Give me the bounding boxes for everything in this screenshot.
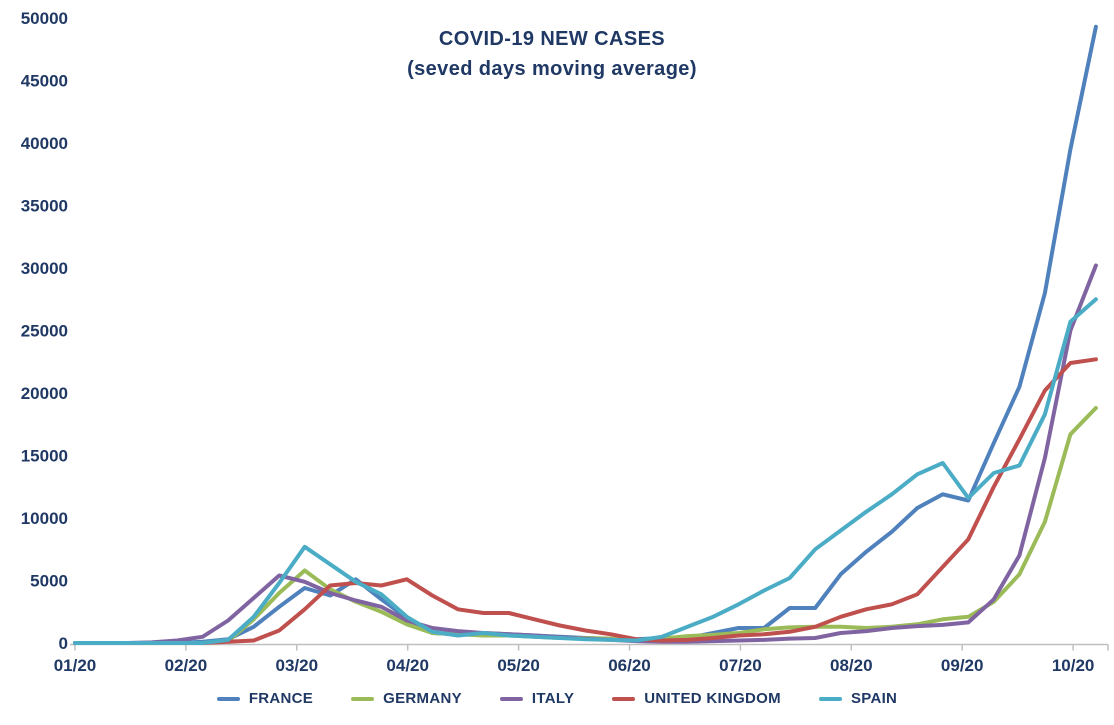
x-tick-label: 10/20 bbox=[1052, 656, 1095, 675]
y-tick-label: 30000 bbox=[21, 259, 68, 278]
legend-item-italy: ITALY bbox=[499, 690, 575, 707]
legend-item-spain: SPAIN bbox=[818, 690, 898, 707]
italy-line-swatch bbox=[499, 696, 523, 701]
y-tick-label: 40000 bbox=[21, 134, 68, 153]
series-line-germany bbox=[73, 406, 1098, 645]
x-tick-label: 01/20 bbox=[54, 656, 97, 675]
x-tick-label: 03/20 bbox=[276, 656, 319, 675]
legend-label-france: FRANCE bbox=[248, 690, 314, 707]
y-tick-label: 45000 bbox=[21, 72, 68, 91]
series-line-spain bbox=[73, 297, 1098, 645]
series-line-united-kingdom bbox=[73, 357, 1098, 645]
y-tick-label: 25000 bbox=[21, 322, 68, 341]
x-tick-label: 04/20 bbox=[386, 656, 429, 675]
x-tick-label: 08/20 bbox=[830, 656, 873, 675]
y-tick-label: 35000 bbox=[21, 197, 68, 216]
x-tick-label: 02/20 bbox=[165, 656, 208, 675]
y-tick-label: 50000 bbox=[21, 9, 68, 28]
x-tick-label: 05/20 bbox=[497, 656, 540, 675]
legend-label-italy: ITALY bbox=[531, 690, 575, 707]
chart-title: COVID-19 NEW CASES bbox=[438, 28, 666, 50]
france-line-swatch bbox=[216, 696, 240, 701]
y-tick-label: 15000 bbox=[21, 447, 68, 466]
legend-item-france: FRANCE bbox=[216, 690, 314, 707]
chart-title-block: COVID-19 NEW CASES (seved days moving av… bbox=[192, 24, 912, 84]
legend-label-united-kingdom: UNITED KINGDOM bbox=[644, 690, 781, 707]
legend-label-spain: SPAIN bbox=[850, 690, 898, 707]
legend-item-united-kingdom: UNITED KINGDOM bbox=[612, 690, 781, 707]
y-tick-label: 20000 bbox=[21, 384, 68, 403]
series-line-italy bbox=[73, 263, 1098, 645]
legend: FRANCE GERMANY ITALY UNITED KINGDOM SPAI… bbox=[0, 690, 1114, 707]
plot-area: 01/20 02/20 03/20 04/20 05/20 06/20 07/20 08/20… bbox=[21, 9, 1109, 675]
y-tick-label: 5000 bbox=[30, 572, 68, 591]
spain-line-swatch bbox=[818, 696, 842, 701]
united-kingdom-line-swatch bbox=[612, 696, 636, 701]
chart-subtitle: (seved days moving average) bbox=[407, 58, 697, 80]
y-tick-label: 10000 bbox=[21, 509, 68, 528]
germany-line-swatch bbox=[351, 696, 375, 701]
legend-item-germany: GERMANY bbox=[351, 690, 462, 707]
x-tick-label: 07/20 bbox=[719, 656, 762, 675]
legend-label-germany: GERMANY bbox=[383, 690, 462, 707]
x-tick-label: 09/20 bbox=[941, 656, 984, 675]
y-tick-label: 0 bbox=[59, 634, 68, 653]
x-tick-label: 06/20 bbox=[608, 656, 651, 675]
series-line-france bbox=[73, 24, 1098, 645]
